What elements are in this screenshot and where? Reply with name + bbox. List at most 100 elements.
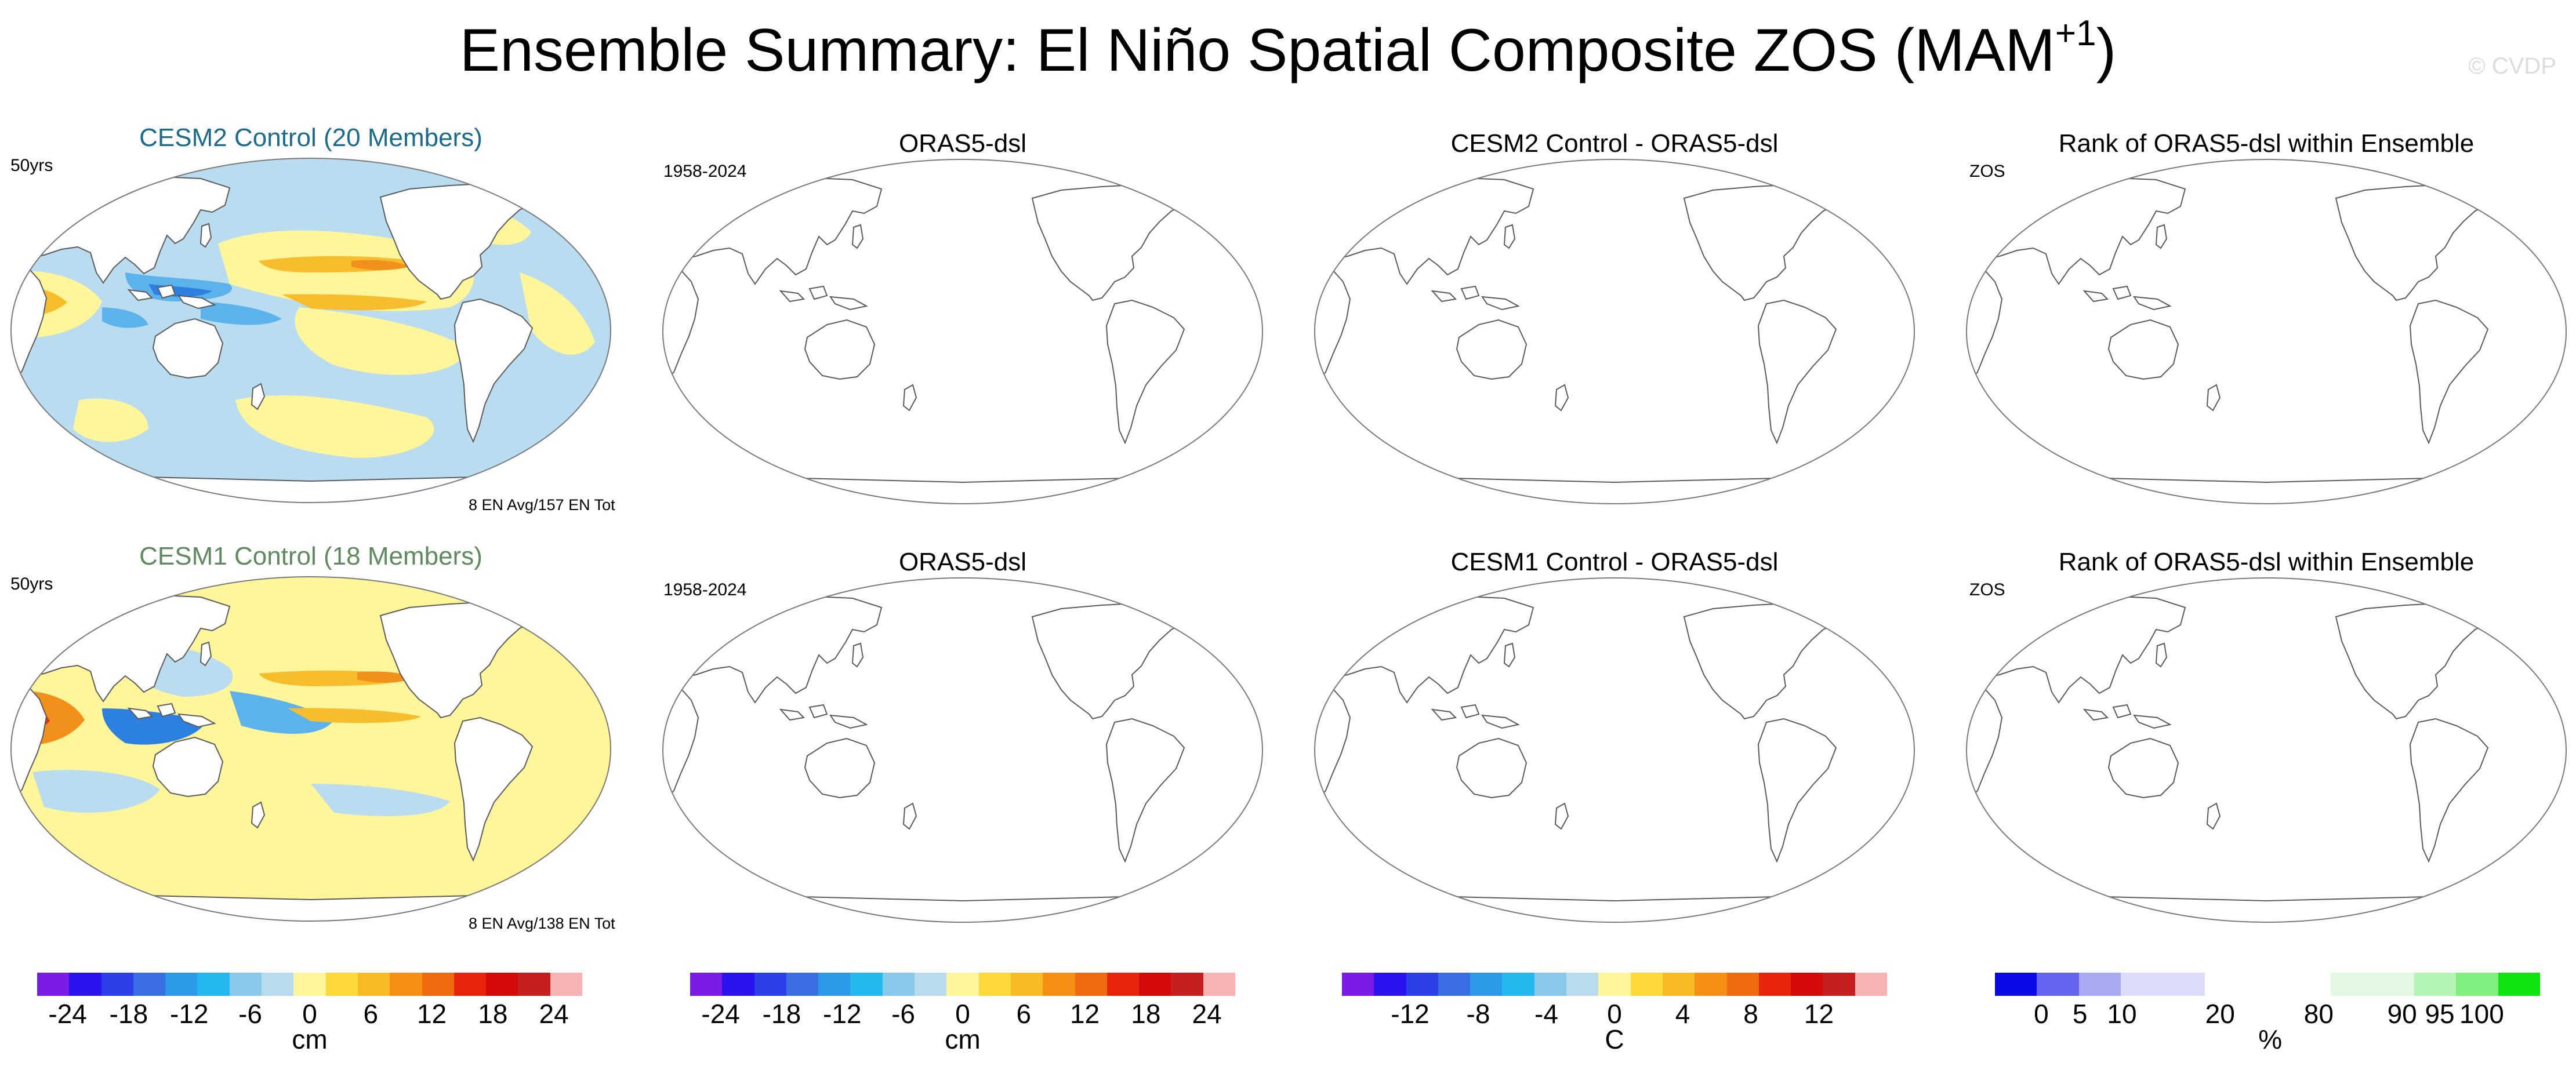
colorbar-swatch: [1470, 973, 1503, 996]
colorbar-swatch: [133, 973, 166, 996]
colorbar-tick-label: 6: [363, 999, 379, 1029]
colorbar-tick-label: 0: [1607, 999, 1622, 1029]
panel-corner-label: ZOS: [1969, 580, 2005, 599]
colorbar-unit-label: cm: [945, 1024, 981, 1054]
colorbar-swatch: [2288, 973, 2331, 996]
colorbar-unit-label: %: [2258, 1024, 2283, 1054]
colorbar-tick-label: 6: [1016, 999, 1032, 1029]
colorbar-tick-label: 10: [2107, 999, 2137, 1029]
map-oras5-empty: [662, 159, 1263, 504]
colorbar-swatch: [390, 973, 422, 996]
colorbar: [1342, 973, 1888, 996]
colorbar-swatch: [453, 973, 487, 996]
colorbar-swatch: [1406, 973, 1438, 996]
colorbar-swatch: [229, 973, 262, 996]
panel-title-cesm2-control: CESM2 Control (20 Members): [139, 123, 482, 152]
colorbar-tick-label: 12: [1804, 999, 1834, 1029]
panel-title-oras5: ORAS5-dsl: [898, 129, 1027, 158]
colorbar-swatch: [1075, 973, 1107, 996]
panel-title-difference: CESM2 Control - ORAS5-dsl: [1450, 129, 1779, 158]
colorbar-swatch: [786, 973, 819, 996]
main-title-close: ): [2096, 17, 2117, 84]
panel-corner-label: ZOS: [1969, 162, 2005, 181]
colorbar-swatch: [486, 973, 518, 996]
panel-corner-label: 1958-2024: [663, 580, 747, 599]
colorbar-tick-label: 100: [2459, 999, 2504, 1029]
copyright-watermark: © CVDP: [2468, 53, 2556, 79]
colorbar-swatch: [1855, 973, 1888, 996]
colorbar-tick-label: 12: [1069, 999, 1100, 1029]
colorbar-tick-label: 8: [1743, 999, 1758, 1029]
colorbar-tick-label: 12: [416, 999, 447, 1029]
colorbar-tick-label: 90: [2387, 999, 2417, 1029]
colorbar-tick-label: -6: [891, 999, 915, 1029]
colorbar-swatch: [2372, 973, 2415, 996]
map-rank-empty: [1966, 159, 2567, 504]
colorbar-swatch: [2120, 973, 2163, 996]
colorbar-swatch: [1139, 973, 1171, 996]
colorbar-swatch: [1823, 973, 1855, 996]
panel-footer-label: 8 EN Avg/138 EN Tot: [469, 915, 615, 932]
colorbar-swatch: [1791, 973, 1823, 996]
colorbar-tick-label: -8: [1466, 999, 1490, 1029]
colorbar-tick-label: 0: [2034, 999, 2049, 1029]
main-title-superscript: +1: [2055, 13, 2096, 53]
colorbar-swatch: [2330, 973, 2372, 996]
map-cesm2-composite: [10, 158, 611, 503]
colorbar-unit-label: cm: [292, 1024, 328, 1054]
colorbar-tick-label: 0: [302, 999, 317, 1029]
colorbar-tick-label: -4: [1534, 999, 1558, 1029]
colorbar-swatch: [2456, 973, 2498, 996]
colorbar-tick-label: 24: [1192, 999, 1222, 1029]
colorbar-swatch: [197, 973, 230, 996]
colorbar-swatch: [550, 973, 583, 996]
colorbar: [1995, 973, 2541, 996]
colorbar-tick-label: -18: [762, 999, 801, 1029]
colorbar-tick-label: -12: [170, 999, 209, 1029]
map-oras5-empty: [662, 577, 1263, 923]
colorbar-swatch: [2037, 973, 2079, 996]
main-title: Ensemble Summary: El Niño Spatial Compos…: [0, 13, 2576, 88]
colorbar-swatch: [818, 973, 851, 996]
panel-title-rank: Rank of ORAS5-dsl within Ensemble: [2058, 129, 2475, 158]
colorbar-tick-label: 5: [2072, 999, 2088, 1029]
colorbar-swatch: [1171, 973, 1203, 996]
colorbar-swatch: [1502, 973, 1534, 996]
colorbar-swatch: [1695, 973, 1727, 996]
colorbar-swatch: [1010, 973, 1043, 996]
colorbar-swatch: [1758, 973, 1791, 996]
map-cesm1-composite: [10, 576, 611, 922]
colorbar-swatch: [978, 973, 1011, 996]
colorbar-tick-label: 18: [478, 999, 508, 1029]
colorbar: [37, 973, 583, 996]
colorbar-unit-label: C: [1605, 1024, 1624, 1054]
colorbar-swatch: [101, 973, 133, 996]
colorbar-tick-label: -18: [109, 999, 148, 1029]
colorbar-tick-label: 0: [955, 999, 970, 1029]
colorbar-swatch: [2246, 973, 2289, 996]
colorbar-swatch: [1203, 973, 1236, 996]
colorbar-swatch: [518, 973, 550, 996]
panel-footer-label: 8 EN Avg/157 EN Tot: [469, 496, 615, 514]
colorbar-tick-label: -12: [823, 999, 862, 1029]
colorbar-swatch: [357, 973, 390, 996]
colorbar-swatch: [2204, 973, 2247, 996]
map-difference-empty: [1314, 577, 1915, 923]
colorbar-tick-label: 20: [2205, 999, 2235, 1029]
colorbar-swatch: [1726, 973, 1759, 996]
colorbar-swatch: [1995, 973, 2037, 996]
colorbar-swatch: [850, 973, 883, 996]
colorbar-tick-label: 18: [1131, 999, 1161, 1029]
panel-title-cesm1-control: CESM1 Control (18 Members): [139, 542, 482, 570]
colorbar-tick-label: 4: [1675, 999, 1690, 1029]
panel-title-oras5: ORAS5-dsl: [898, 548, 1027, 576]
colorbar-swatch: [262, 973, 294, 996]
colorbar-swatch: [2498, 973, 2541, 996]
colorbar-tick-label: -24: [48, 999, 87, 1029]
colorbar-swatch: [754, 973, 786, 996]
colorbar-swatch: [1043, 973, 1075, 996]
colorbar-swatch: [1630, 973, 1663, 996]
colorbar-swatch: [722, 973, 754, 996]
panel-title-rank: Rank of ORAS5-dsl within Ensemble: [2058, 548, 2475, 576]
colorbar-swatch: [1662, 973, 1695, 996]
